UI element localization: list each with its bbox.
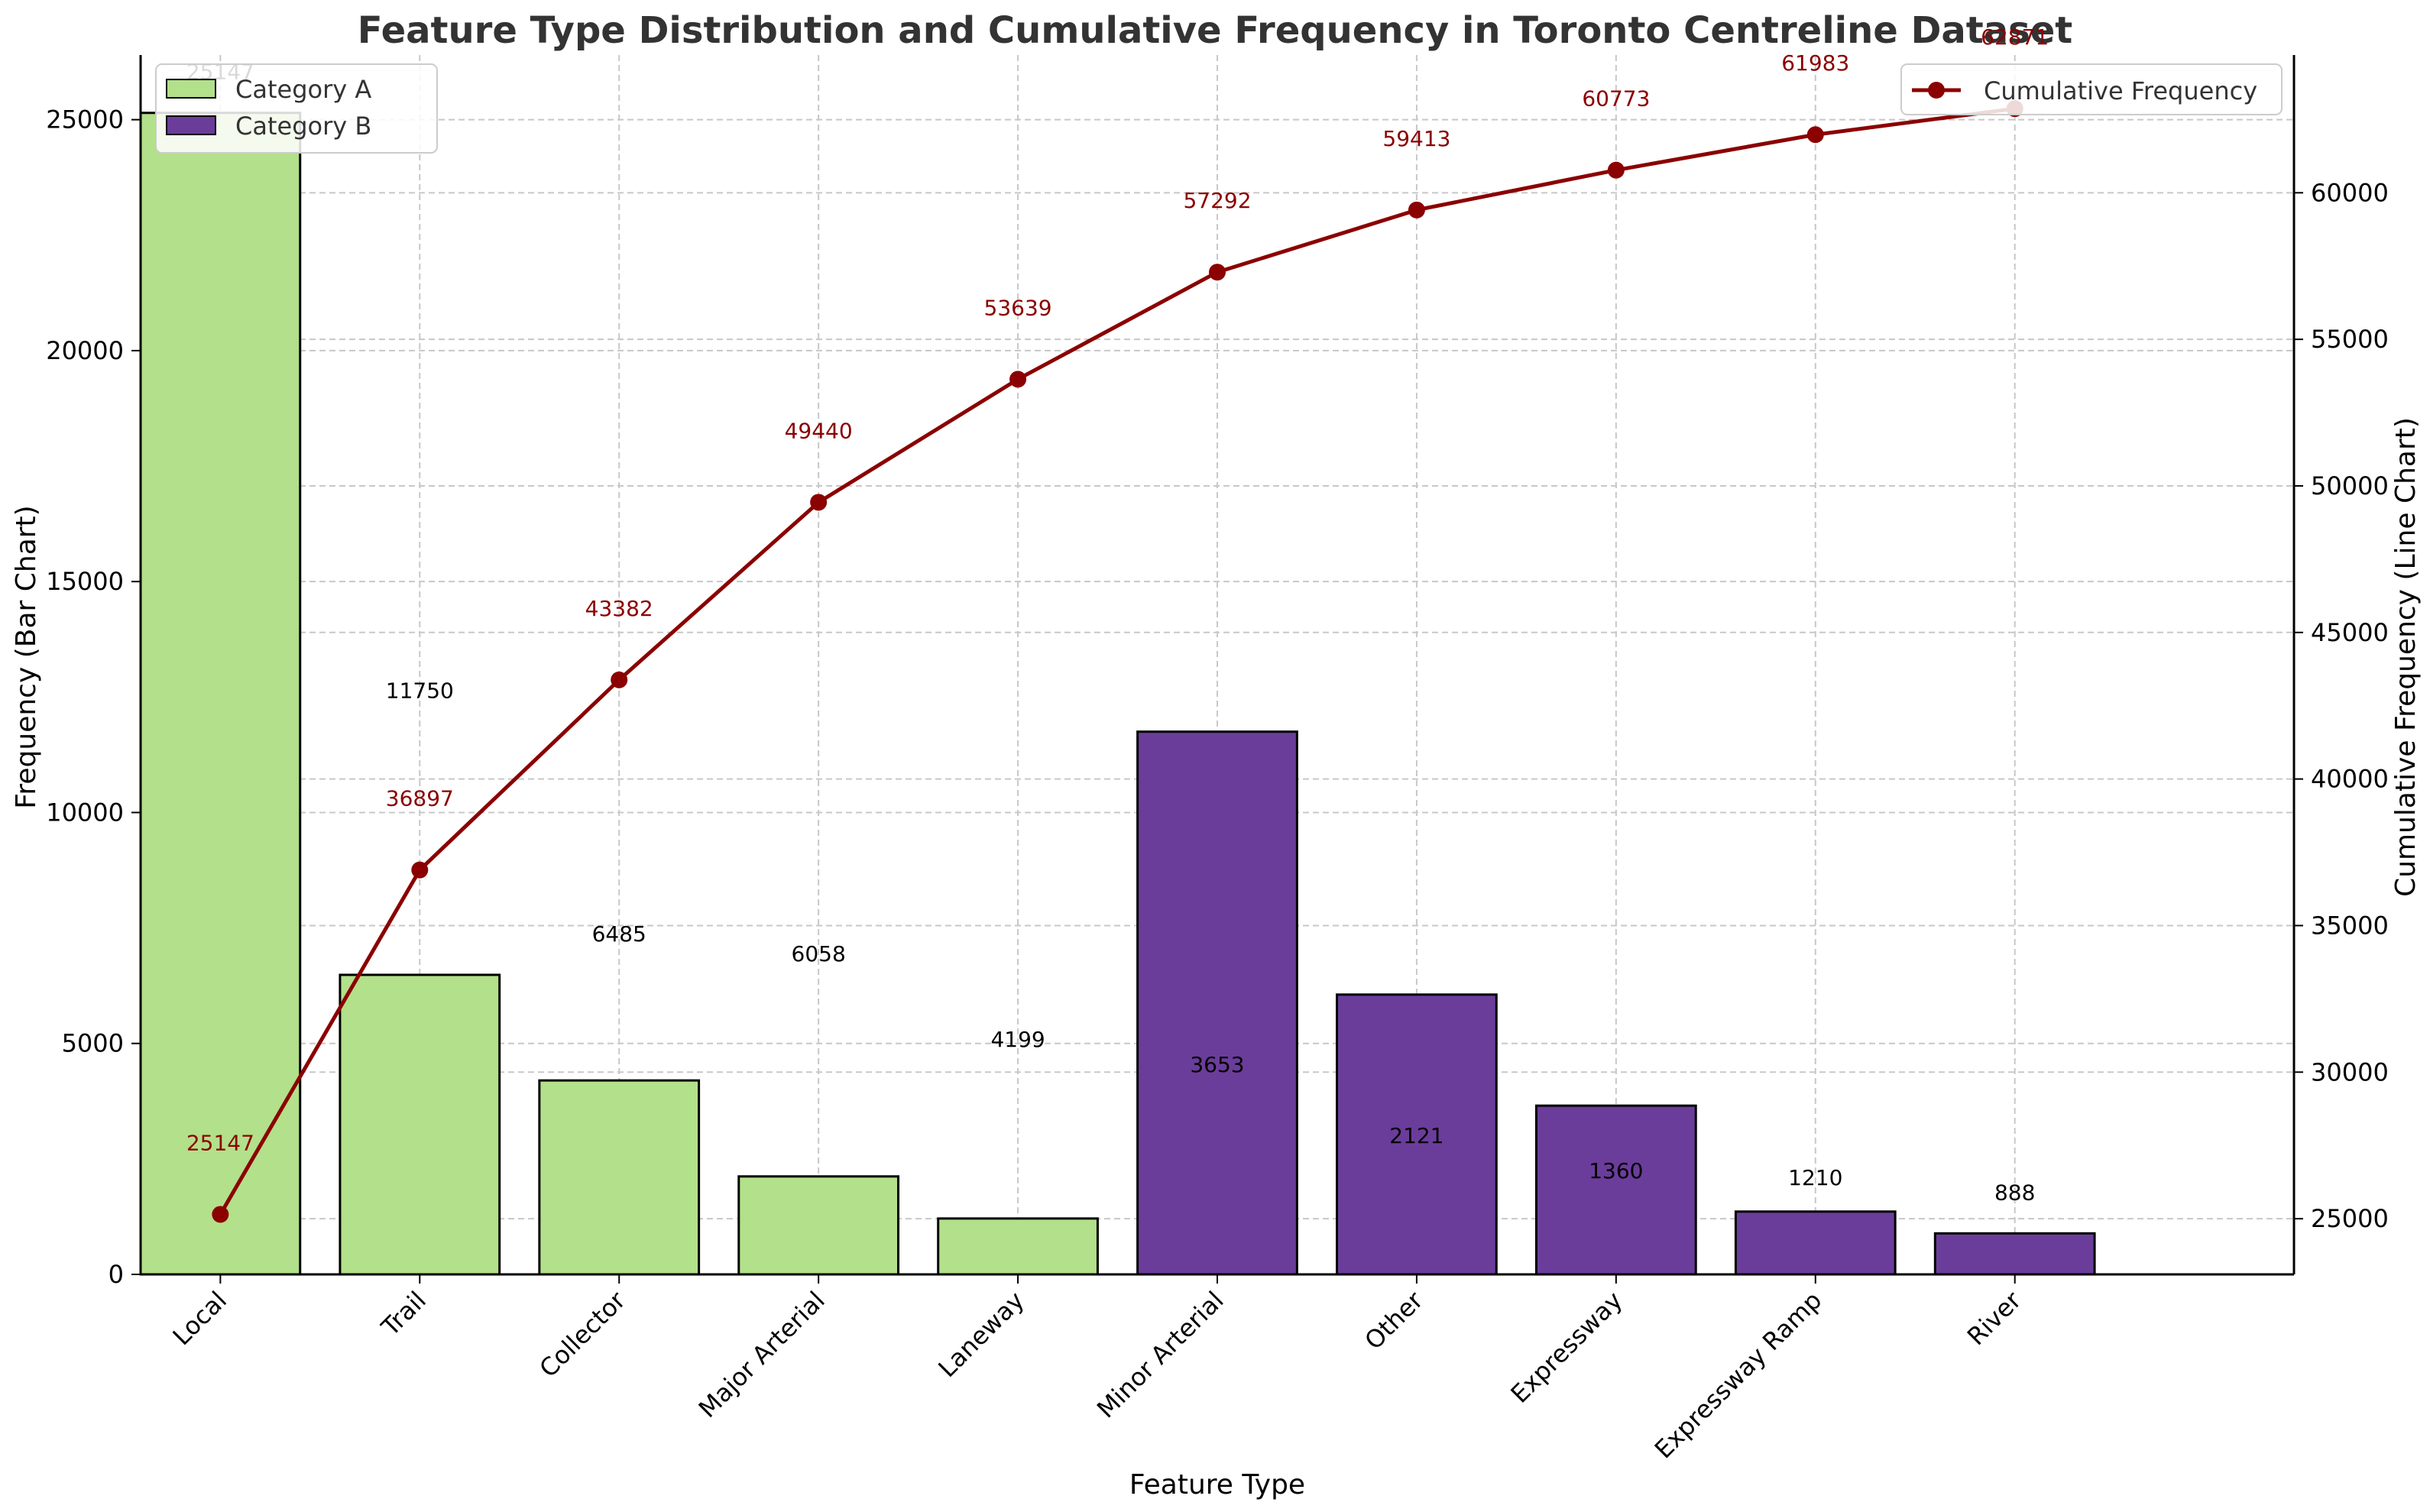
bar <box>1534 1104 1697 1276</box>
bar-value-label: 6058 <box>792 941 846 966</box>
y-tick-label: 10000 <box>46 798 124 827</box>
y2-tick-label: 30000 <box>2311 1057 2389 1086</box>
cumulative-point <box>1408 201 1425 219</box>
bars-layer <box>139 112 2096 1276</box>
y2-tick-label: 35000 <box>2311 911 2389 940</box>
y2-tick-label: 60000 <box>2311 178 2389 207</box>
cumulative-point <box>1209 264 1226 281</box>
legend-bars: Category A Category B <box>155 63 438 154</box>
bar-value-label: 4199 <box>990 1027 1045 1052</box>
x-tick-label: River <box>1962 1285 2027 1351</box>
y-tick-label: 5000 <box>62 1029 124 1058</box>
x-tick-label: Other <box>1359 1285 1429 1355</box>
x-tick-label: Major Arterial <box>693 1286 831 1423</box>
bar-value-label: 6485 <box>592 921 646 947</box>
y-tick-label: 20000 <box>46 336 124 365</box>
cumulative-value-label: 60773 <box>1582 86 1650 112</box>
x-tick-label: Collector <box>533 1285 631 1383</box>
y-tick-label: 0 <box>109 1260 124 1289</box>
y2-tick-label: 40000 <box>2311 765 2389 794</box>
cumulative-point <box>810 494 828 511</box>
legend-box-bars <box>155 63 438 154</box>
bar <box>538 1079 701 1276</box>
cumulative-point <box>611 671 628 688</box>
bar <box>1336 993 1498 1276</box>
cumulative-value-label: 57292 <box>1183 188 1251 213</box>
legend-swatch-marker <box>1928 82 1945 99</box>
cumulative-point <box>411 861 429 879</box>
cumulative-value-label: 25147 <box>186 1130 254 1155</box>
cumulative-value-label: 61983 <box>1781 50 1849 76</box>
legend-swatch-category-b <box>166 115 216 135</box>
bar <box>1734 1210 1897 1276</box>
y-tick-label: 15000 <box>46 567 124 596</box>
bar <box>937 1217 1099 1276</box>
cumulative-value-label: 49440 <box>785 418 853 443</box>
bar <box>1136 730 1298 1276</box>
bar-value-label: 11750 <box>386 678 454 704</box>
legend-line: Cumulative Frequency <box>1900 63 2283 115</box>
legend-box-line <box>1900 63 2283 115</box>
cumulative-point <box>212 1206 229 1223</box>
chart-title: Feature Type Distribution and Cumulative… <box>358 9 2072 52</box>
x-tick-label: Minor Arterial <box>1091 1286 1230 1424</box>
y2-axis-label: Cumulative Frequency (Line Chart) <box>2390 417 2422 897</box>
bar-value-label: 3653 <box>1190 1052 1244 1077</box>
cumulative-point <box>1806 126 1824 144</box>
bar <box>1933 1232 2096 1276</box>
legend-label-cumulative: Cumulative Frequency <box>1984 76 2257 105</box>
bar-value-label: 888 <box>1994 1180 2035 1205</box>
x-tick-label: Laneway <box>932 1286 1029 1383</box>
y2-tick-label: 45000 <box>2311 618 2389 647</box>
bar-value-label: 2121 <box>1389 1123 1443 1148</box>
x-tick-label: Expressway Ramp <box>1649 1286 1828 1465</box>
x-tick-label: Local <box>167 1286 233 1352</box>
cumulative-value-label: 36897 <box>386 786 454 811</box>
y2-tick-label: 55000 <box>2311 325 2389 354</box>
y2-tick-label: 25000 <box>2311 1204 2389 1233</box>
y-tick-label: 25000 <box>46 105 124 134</box>
y2-tick-label: 50000 <box>2311 471 2389 500</box>
bar <box>139 112 302 1276</box>
legend-label-category-b: Category B <box>235 112 371 141</box>
x-axis-label: Feature Type <box>1129 1469 1305 1501</box>
cumulative-line <box>219 106 2016 1216</box>
cumulative-line-layer: 25147 36897 43382 49440 53639 57292 59413 60773… <box>186 24 2049 1223</box>
legend-label-category-a: Category A <box>235 75 371 104</box>
cumulative-value-label: 53639 <box>984 295 1052 320</box>
x-tick-label: Expressway <box>1505 1286 1628 1409</box>
bar <box>737 1175 900 1276</box>
bar <box>339 973 501 1276</box>
cumulative-value-label: 59413 <box>1382 126 1450 151</box>
y-axis-label: Frequency (Bar Chart) <box>11 505 42 808</box>
cumulative-point <box>1009 371 1027 388</box>
cumulative-value-label: 43382 <box>585 596 653 621</box>
legend-swatch-category-a <box>166 79 216 99</box>
bar-value-label: 1360 <box>1589 1158 1643 1183</box>
cumulative-point <box>1607 161 1625 179</box>
bar-value-label: 1210 <box>1788 1165 1842 1190</box>
cumulative-value-label: 62871 <box>1981 24 2049 50</box>
x-tick-label: Trail <box>375 1286 432 1342</box>
